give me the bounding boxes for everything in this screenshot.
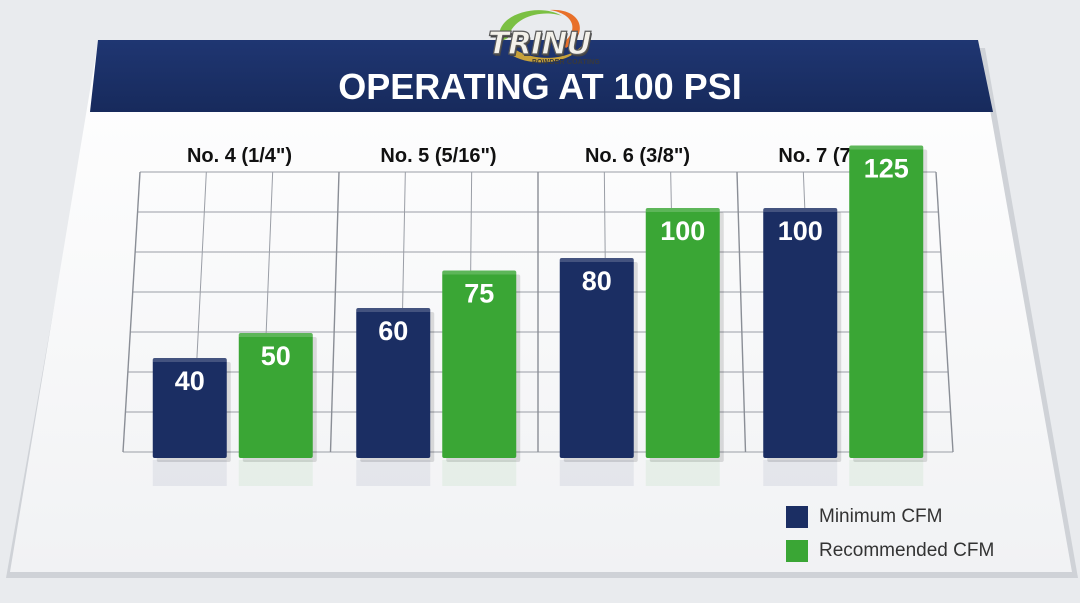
- bar-highlight: [152, 358, 227, 362]
- bar-value-label: 40: [175, 366, 205, 396]
- bar-highlight: [849, 145, 924, 150]
- logo-swoosh-icon: [499, 9, 582, 63]
- bar-highlight: [763, 208, 838, 212]
- panel-divider: [736, 171, 747, 453]
- bar-reflection: [442, 460, 517, 486]
- logo-tagline: POWDER COATING: [532, 59, 601, 66]
- bar-highlight: [238, 333, 313, 337]
- trinu-logo: TRINU POWDER COATING: [470, 4, 610, 84]
- bar-reflection: [152, 460, 227, 486]
- panel-divider: [935, 171, 954, 453]
- bar-reflection: [356, 460, 431, 486]
- bar-reflection: [763, 460, 838, 486]
- logo-wordmark: TRINU: [487, 25, 592, 62]
- bar-highlight: [442, 270, 517, 275]
- bar-value-label: 80: [582, 266, 612, 296]
- bar-highlight: [356, 308, 431, 312]
- chart-title: OPERATING AT 100 PSI: [338, 66, 741, 107]
- bar-recommended: [238, 333, 313, 458]
- bar-value-label: 75: [464, 279, 494, 309]
- bar-highlight: [645, 208, 720, 212]
- bar-recommended: [645, 208, 720, 458]
- bar-recommended: [849, 145, 924, 458]
- bar-reflection: [238, 460, 313, 486]
- bar-reflection: [645, 460, 720, 486]
- legend-label-minimum: Minimum CFM: [819, 506, 943, 527]
- bar-value-label: 125: [864, 154, 909, 184]
- panel-divider: [122, 171, 141, 453]
- legend-label-recommended: Recommended CFM: [819, 540, 995, 561]
- bar-reflection: [849, 460, 924, 486]
- bar-value-label: 50: [261, 341, 291, 371]
- bar-minimum: [763, 208, 838, 458]
- legend-item-recommended: Recommended CFM: [786, 534, 1046, 568]
- legend-item-minimum: Minimum CFM: [786, 500, 1046, 534]
- legend-swatch-recommended: [786, 540, 808, 562]
- bar-minimum: [356, 308, 431, 458]
- category-label: No. 4 (1/4"): [187, 145, 292, 167]
- bar-minimum: [152, 358, 227, 458]
- bar-highlight: [559, 258, 634, 262]
- bar-value-label: 100: [778, 216, 823, 246]
- legend-swatch-minimum: [786, 506, 808, 528]
- legend: Minimum CFM Recommended CFM: [786, 500, 1046, 568]
- bar-layer: 40 50 60 75 80 100 100 125: [152, 145, 928, 486]
- bar-reflection: [559, 460, 634, 486]
- category-label: No. 6 (3/8"): [585, 145, 690, 167]
- title-banner: [90, 40, 993, 112]
- bar-value-label: 60: [378, 316, 408, 346]
- bar-minimum: [559, 258, 634, 458]
- panel-divider: [329, 171, 340, 453]
- bar-recommended: [442, 270, 517, 458]
- bar-value-label: 100: [660, 216, 705, 246]
- category-label: No. 5 (5/16"): [380, 145, 496, 167]
